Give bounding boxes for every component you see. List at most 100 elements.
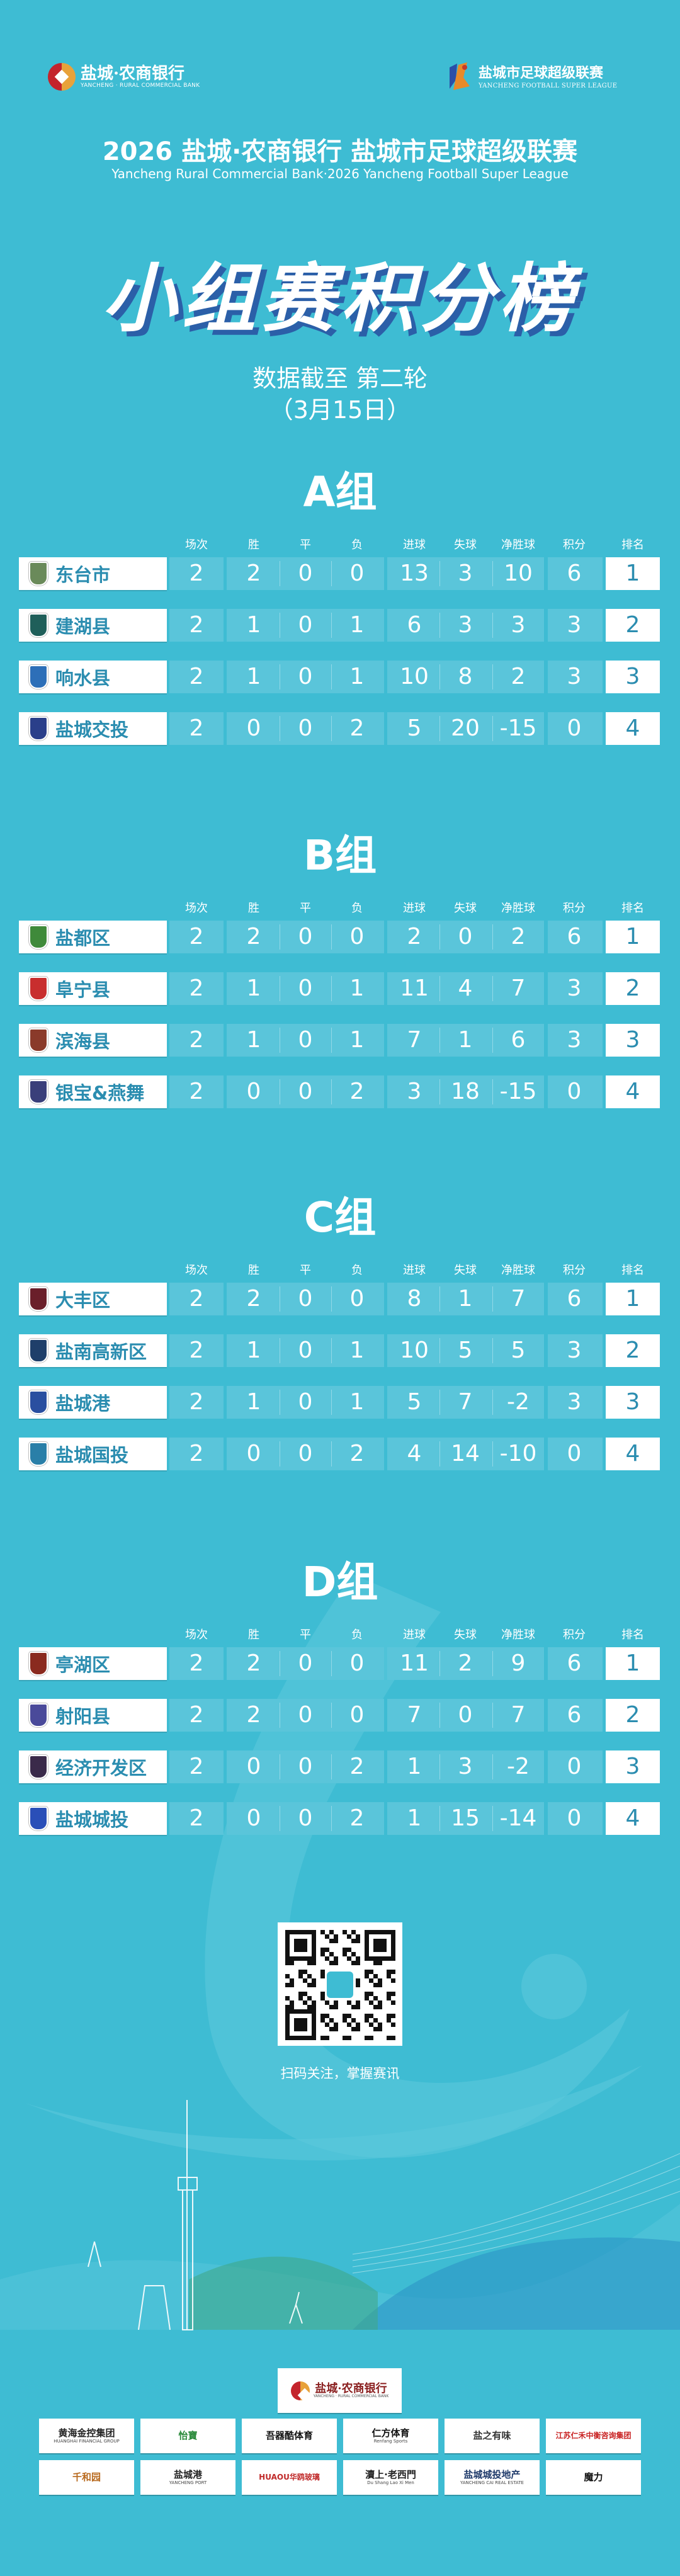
group-title: D组 [302, 1558, 378, 1606]
cell-divider [492, 1286, 493, 1312]
sponsor-logo: 魔力 [546, 2460, 641, 2495]
rank-cell: 4 [606, 1075, 660, 1108]
team-badge-icon [29, 1028, 48, 1052]
stat-gd: -10 [499, 1441, 537, 1467]
stat-block [548, 1699, 603, 1732]
stat-gf: 7 [407, 1702, 422, 1728]
stat-played: 2 [189, 1027, 204, 1053]
stat-ga: 3 [458, 560, 473, 586]
stat-won: 2 [246, 1702, 261, 1728]
sponsor-sub: Du Shang Lao Xi Men [367, 2480, 414, 2485]
cell-divider [439, 716, 440, 741]
column-header: 负 [351, 538, 363, 552]
stat-played: 2 [189, 1754, 204, 1779]
sponsor-sub: Renfang Sports [373, 2439, 408, 2444]
team-badge-icon [29, 925, 48, 949]
rank-cell: 1 [606, 921, 660, 953]
column-header: 失球 [454, 1264, 477, 1277]
cell-divider [331, 1028, 332, 1053]
column-header: 场次 [185, 1628, 208, 1642]
stat-block [169, 1075, 224, 1108]
stat-block [387, 1334, 544, 1367]
cell-divider [439, 1338, 440, 1363]
team-name-cell: 建湖县 [19, 609, 167, 642]
team-name: 射阳县 [55, 1706, 111, 1727]
rank-cell: 3 [606, 661, 660, 693]
stat-drawn: 0 [298, 715, 313, 741]
cell-divider [492, 561, 493, 586]
stat-ga: 0 [458, 1702, 473, 1728]
sponsor-logo: 盐之有味 [445, 2419, 540, 2453]
stat-gd: -15 [499, 715, 537, 741]
stat-block [169, 1283, 224, 1315]
cell-divider [492, 924, 493, 950]
bank-logo: 盐城·农商银行 YANCHENG · RURAL COMMERCIAL BANK [48, 60, 212, 93]
stat-pts: 6 [567, 924, 582, 950]
stat-block [227, 1438, 384, 1470]
team-name-cell: 银宝&燕舞 [19, 1075, 167, 1108]
stat-gf: 10 [400, 1337, 429, 1363]
group-title: B组 [303, 831, 377, 880]
cell-divider [439, 613, 440, 638]
stat-won: 1 [246, 612, 261, 638]
stat-won: 1 [246, 975, 261, 1001]
stat-lost: 2 [349, 1805, 365, 1831]
team-badge-icon [29, 613, 48, 637]
stat-block [387, 712, 544, 745]
stat-block [548, 1750, 603, 1783]
sponsor-name: 千和园 [72, 2471, 101, 2483]
cell-divider [492, 716, 493, 741]
sponsor-name: 黄海金控集团 [58, 2427, 115, 2439]
stat-pts: 0 [567, 1754, 582, 1779]
stat-lost: 0 [349, 560, 365, 586]
sponsor-logo: HUAOU华鸥玻璃 [242, 2460, 337, 2495]
stat-gf: 5 [407, 715, 422, 741]
team-name-cell: 大丰区 [19, 1283, 167, 1315]
column-header: 净胜球 [501, 1264, 535, 1277]
stat-drawn: 0 [298, 612, 313, 638]
column-header: 失球 [454, 902, 477, 915]
stat-drawn: 0 [298, 975, 313, 1001]
stat-block [227, 661, 384, 693]
cell-divider [439, 976, 440, 1001]
cell-divider [331, 613, 332, 638]
stat-block [227, 1283, 384, 1315]
stat-block [387, 1802, 544, 1835]
main-sponsor-sub: YANCHENG · RURAL COMMERCIAL BANK [313, 2393, 389, 2398]
stat-won: 2 [246, 924, 261, 950]
stat-gf: 1 [407, 1805, 422, 1831]
stat-lost: 1 [349, 1389, 365, 1415]
column-header: 平 [300, 1628, 311, 1642]
stat-block [548, 1283, 603, 1315]
team-badge-icon [29, 562, 48, 586]
sponsor-logo: 黄海金控集团 HUANGHAI FINANCIAL GROUP [39, 2419, 134, 2453]
team-name: 东台市 [55, 564, 111, 586]
stat-pts: 0 [567, 715, 582, 741]
column-header: 进球 [403, 902, 426, 915]
stat-block [548, 661, 603, 693]
rank-cell: 2 [606, 609, 660, 642]
stat-played: 2 [189, 1650, 204, 1676]
team-name: 阜宁县 [55, 979, 111, 1001]
team-badge-icon [29, 1390, 48, 1414]
stat-pts: 3 [567, 612, 582, 638]
stat-played: 2 [189, 1805, 204, 1831]
qr-code[interactable] [278, 1922, 402, 2046]
stat-block [227, 1386, 384, 1419]
cell-divider [331, 1441, 332, 1467]
stat-won: 2 [246, 1286, 261, 1312]
cell-divider [331, 664, 332, 689]
stat-pts: 0 [567, 1805, 582, 1831]
rank-cell: 3 [606, 1024, 660, 1057]
stat-gd: 2 [511, 924, 526, 950]
cell-divider [492, 1703, 493, 1728]
stat-played: 2 [189, 560, 204, 586]
main-sponsor-name: 盐城·农商银行 [315, 2381, 387, 2395]
stat-played: 2 [189, 1079, 204, 1104]
cell-divider [439, 1079, 440, 1104]
stat-block [169, 661, 224, 693]
column-header: 排名 [621, 902, 644, 915]
stat-ga: 0 [458, 924, 473, 950]
stat-won: 0 [246, 1441, 261, 1467]
stat-pts: 6 [567, 1650, 582, 1676]
